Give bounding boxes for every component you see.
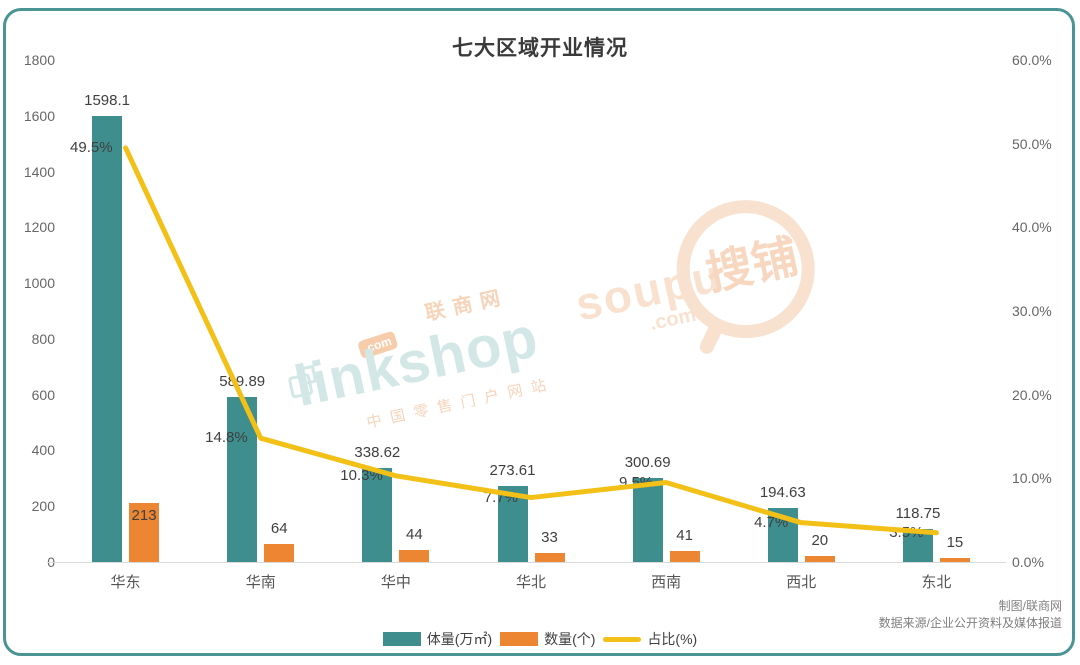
left-axis-tick: 1400 xyxy=(23,163,55,180)
chart-credits: 制图/联商网 数据来源/企业公开资料及媒体报道 xyxy=(879,598,1062,632)
left-axis-tick: 800 xyxy=(31,330,55,347)
left-axis-tick: 1200 xyxy=(23,219,55,236)
count-bar xyxy=(129,502,160,562)
category-label: 华南 xyxy=(245,574,276,591)
ratio-percent-label: 49.5% xyxy=(70,138,113,156)
volume-value-label: 194.63 xyxy=(759,483,806,501)
volume-bar xyxy=(362,467,393,562)
count-value-label: 44 xyxy=(406,525,423,543)
legend-item-volume: 体量(万㎡) xyxy=(382,629,493,649)
legend-item-ratio: 占比(%) xyxy=(603,629,697,649)
count-bar xyxy=(534,552,565,562)
right-axis-tick: 0.0% xyxy=(1012,554,1044,570)
count-value-label: 213 xyxy=(131,506,157,524)
left-axis-tick: 1000 xyxy=(23,275,55,292)
right-axis-tick: 40.0% xyxy=(1012,219,1052,236)
chart-title: 七大区域开业情况 xyxy=(452,37,628,60)
credit-source: 数据来源/企业公开资料及媒体报道 xyxy=(878,616,1062,630)
legend-volume-label: 体量(万㎡) xyxy=(426,631,493,647)
volume-swatch-icon xyxy=(382,632,421,646)
left-axis-tick: 1800 xyxy=(23,52,55,68)
count-value-label: 64 xyxy=(270,520,288,538)
right-axis-tick: 60.0% xyxy=(1012,52,1052,68)
category-label: 东北 xyxy=(921,574,952,591)
legend-count-label: 数量(个) xyxy=(544,631,596,647)
count-bar xyxy=(669,550,700,562)
credit-author: 制图/联商网 xyxy=(998,599,1062,613)
category-label: 西南 xyxy=(651,574,682,591)
volume-value-label: 300.69 xyxy=(624,454,671,472)
volume-value-label: 1598.1 xyxy=(84,92,130,110)
count-bar xyxy=(939,557,970,562)
count-value-label: 15 xyxy=(946,533,964,551)
count-bar xyxy=(804,556,835,562)
count-value-label: 41 xyxy=(676,526,693,544)
left-axis-tick: 1600 xyxy=(23,107,55,124)
ratio-line-swatch-icon xyxy=(603,636,642,642)
chart-legend: 体量(万㎡) 数量(个) 占比(%) xyxy=(0,629,1080,649)
count-value-label: 20 xyxy=(811,532,829,550)
count-swatch-icon xyxy=(500,632,539,646)
right-axis-tick: 20.0% xyxy=(1012,386,1052,403)
volume-value-label: 118.75 xyxy=(895,504,941,522)
volume-value-label: 273.61 xyxy=(489,461,536,479)
ratio-percent-label: 14.8% xyxy=(205,429,248,447)
count-bar xyxy=(399,549,430,562)
count-value-label: 33 xyxy=(541,528,558,546)
volume-bar xyxy=(92,116,123,562)
volume-value-label: 338.62 xyxy=(354,443,401,461)
category-label: 华中 xyxy=(380,574,411,591)
left-axis-tick: 200 xyxy=(31,498,55,515)
right-axis-tick: 50.0% xyxy=(1012,135,1052,152)
category-label: 华北 xyxy=(515,574,546,591)
left-axis-tick: 400 xyxy=(31,442,55,459)
x-axis-line xyxy=(48,562,1006,563)
category-label: 华东 xyxy=(110,574,141,591)
left-axis-tick: 600 xyxy=(31,386,55,403)
right-axis-tick: 10.0% xyxy=(1012,470,1052,487)
volume-bar xyxy=(632,478,663,562)
count-bar xyxy=(264,544,295,562)
category-label: 西北 xyxy=(786,574,817,591)
legend-ratio-label: 占比(%) xyxy=(647,631,698,647)
right-axis-tick: 30.0% xyxy=(1012,303,1052,319)
legend-item-count: 数量(个) xyxy=(500,629,595,649)
